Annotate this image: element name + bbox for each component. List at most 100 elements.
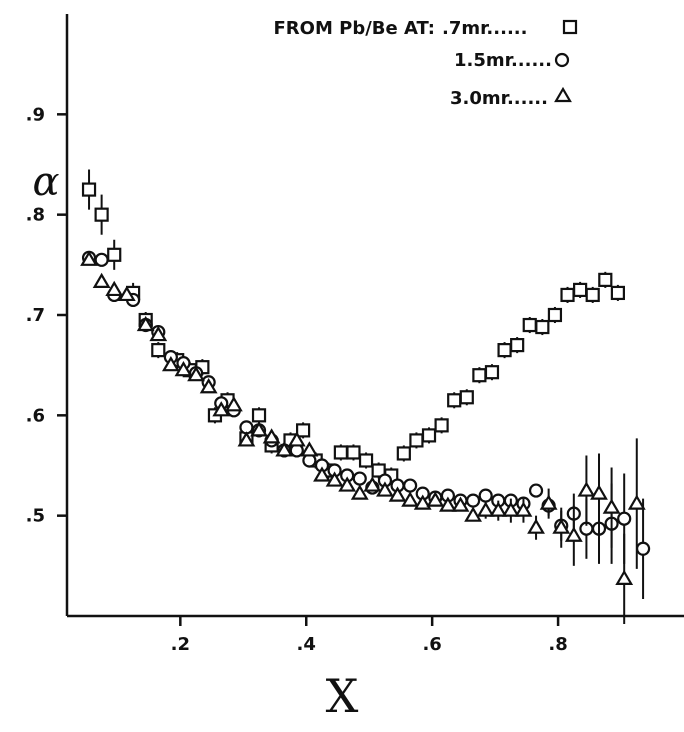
- legend-markers: [554, 19, 578, 103]
- tick-labels: .2 .4 .6 .8 .5 .6 .7 .8 .9: [26, 104, 568, 655]
- data-point-triangle: [501, 501, 520, 517]
- data-point-circle: [617, 511, 632, 526]
- data-point-square: [251, 408, 267, 423]
- data-point-square: [535, 319, 550, 335]
- data-point-triangle: [539, 494, 558, 510]
- data-point-triangle: [602, 498, 621, 514]
- data-point-circle: [478, 488, 493, 503]
- data-point-triangle: [313, 466, 331, 482]
- data-point-triangle: [350, 484, 369, 500]
- data-point-triangle: [262, 428, 281, 444]
- marks: [80, 169, 651, 625]
- data-point-triangle: [489, 501, 508, 517]
- data-point-triangle: [300, 441, 319, 457]
- data-point-triangle: [388, 486, 407, 502]
- data-point-triangle: [287, 431, 306, 447]
- data-point-square: [598, 272, 613, 287]
- data-point-circle: [635, 541, 651, 556]
- data-point-square: [333, 445, 348, 460]
- legend-prefix: FROM Pb/Be AT:: [273, 18, 435, 39]
- data-point-triangle: [149, 325, 168, 342]
- data-point-triangle: [527, 518, 545, 534]
- data-point-triangle: [451, 496, 470, 512]
- data-point-square: [151, 343, 166, 358]
- data-point-triangle: [325, 471, 344, 487]
- data-point-triangle: [363, 476, 382, 492]
- data-point-triangle: [438, 496, 457, 512]
- data-point-square: [497, 343, 512, 358]
- data-point-square: [94, 207, 109, 222]
- data-point-triangle: [80, 250, 98, 266]
- data-point-triangle: [212, 401, 231, 417]
- data-point-triangle: [464, 506, 483, 522]
- data-point-square: [560, 287, 575, 303]
- data-point-square: [447, 393, 462, 408]
- data-point-triangle: [514, 501, 533, 517]
- legend: FROM Pb/Be AT: .7mr...... 1.5mr...... 3.…: [273, 18, 578, 109]
- y-axis-title: α: [32, 159, 59, 205]
- data-point-triangle: [401, 491, 420, 507]
- data-point-circle: [94, 252, 109, 267]
- data-point-square: [107, 247, 122, 262]
- data-point-square: [547, 307, 563, 323]
- data-point-triangle: [250, 421, 268, 437]
- data-point-square: [421, 428, 437, 443]
- legend-marker-triangle: [554, 86, 572, 103]
- data-point-triangle: [413, 494, 432, 510]
- data-point-circle: [352, 471, 367, 486]
- data-point-square: [510, 338, 525, 353]
- data-point-triangle: [224, 396, 243, 412]
- data-point-square: [409, 433, 424, 448]
- data-point-triangle: [627, 494, 646, 510]
- data-point-triangle: [199, 378, 218, 394]
- data-point-circle: [465, 493, 481, 508]
- data-point-triangle: [275, 441, 294, 457]
- data-point-triangle: [338, 476, 357, 492]
- data-point-triangle: [161, 355, 180, 372]
- legend-marker-circle: [554, 52, 570, 68]
- x-tick-label: .2: [171, 634, 190, 655]
- data-point-square: [396, 446, 411, 461]
- data-point-square: [573, 282, 588, 298]
- data-point-triangle: [590, 484, 608, 500]
- data-point-triangle: [564, 526, 583, 542]
- x-tick-label: .6: [422, 634, 441, 655]
- data-point-square: [472, 368, 487, 383]
- data-point-square: [346, 445, 361, 460]
- data-point-triangle: [136, 315, 155, 332]
- legend-label-0: .7mr......: [442, 18, 527, 39]
- data-point-triangle: [376, 481, 394, 497]
- data-point-circle: [403, 478, 418, 493]
- data-point-triangle: [615, 569, 634, 585]
- y-tick-label: .7: [26, 305, 45, 326]
- data-point-square: [484, 365, 500, 380]
- data-point-triangle: [174, 361, 193, 377]
- legend-label-2: 3.0mr......: [450, 88, 548, 109]
- data-point-circle: [528, 483, 544, 498]
- data-point-triangle: [237, 431, 256, 447]
- x-axis-title: X: [326, 669, 359, 723]
- data-point-triangle: [476, 501, 495, 517]
- data-point-square: [81, 182, 97, 197]
- data-point-triangle: [426, 491, 445, 507]
- ticks: [57, 113, 560, 626]
- legend-marker-square: [562, 19, 578, 35]
- data-point-triangle: [92, 272, 111, 288]
- data-point-square: [522, 317, 537, 333]
- y-tick-label: .6: [26, 405, 45, 426]
- data-point-square: [459, 390, 474, 405]
- data-point-triangle: [552, 518, 571, 534]
- series-square: [81, 169, 625, 484]
- y-tick-label: .5: [26, 506, 45, 527]
- data-point-square: [585, 287, 600, 303]
- data-point-triangle: [117, 285, 136, 302]
- x-tick-label: .8: [548, 634, 567, 655]
- x-tick-label: .4: [297, 634, 316, 655]
- data-point-square: [358, 453, 374, 468]
- data-point-square: [434, 418, 449, 433]
- data-point-triangle: [577, 481, 596, 497]
- data-point-triangle: [187, 366, 205, 382]
- y-tick-label: .9: [26, 104, 45, 125]
- data-point-square: [610, 285, 625, 301]
